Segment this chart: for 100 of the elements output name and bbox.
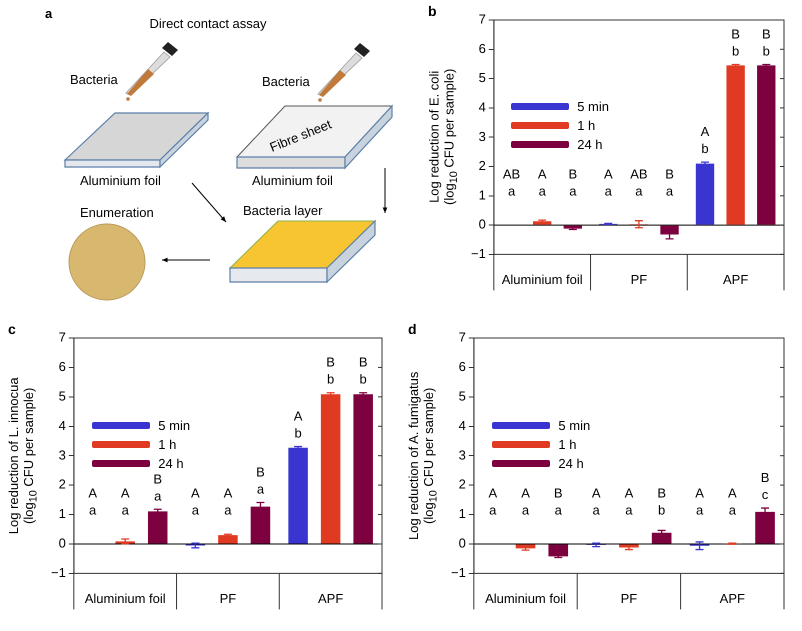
annotation: a: [522, 502, 530, 518]
annotation: B: [153, 471, 162, 486]
legend-label: 24 h: [558, 456, 584, 471]
y-tick-label: 1: [478, 187, 486, 202]
annotation: c: [762, 487, 769, 502]
x-tick-label: Aluminium foil: [502, 272, 583, 287]
y-tick-label: 6: [58, 359, 66, 374]
annotation: a: [635, 184, 644, 199]
y-tick-label: 4: [458, 418, 466, 433]
annotation: a: [122, 502, 130, 518]
annotation: a: [696, 502, 704, 518]
annotation: A: [538, 166, 547, 182]
annotation: A: [695, 485, 704, 500]
x-tick-label: APF: [720, 590, 745, 606]
annotation: b: [294, 426, 302, 441]
y-tick-label: 0: [478, 216, 486, 232]
text: Fibre sheet: [268, 116, 334, 155]
y-tick-label: 5: [478, 70, 486, 86]
y-tick-label: 7: [58, 330, 66, 345]
y-tick-label: 3: [478, 128, 486, 144]
annotation: A: [604, 166, 613, 182]
annotation: a: [554, 502, 563, 518]
annotation: A: [521, 485, 530, 500]
text: b: [428, 3, 437, 19]
text: Enumeration: [80, 205, 154, 220]
annotation: B: [731, 26, 740, 42]
legend-label: 24 h: [158, 456, 184, 471]
x-tick-label: Aluminium foil: [485, 590, 566, 606]
annotation: B: [657, 485, 666, 500]
legend-label: 1 h: [577, 118, 596, 134]
y-tick-label: 4: [478, 99, 486, 114]
y-tick-label: 4: [58, 418, 66, 433]
annotation: B: [554, 485, 563, 500]
y-tick-label: −1: [50, 564, 66, 580]
annotation: A: [120, 485, 130, 500]
annotation: a: [89, 502, 98, 518]
y-tick-label: −1: [450, 564, 466, 580]
annotation: A: [700, 124, 710, 140]
y-tick-label: 0: [58, 536, 66, 551]
annotation: b: [327, 372, 334, 387]
annotation: a: [154, 488, 162, 504]
y-tick-label: 5: [458, 388, 466, 404]
y-tick-label: 5: [58, 388, 66, 404]
annotation: b: [762, 44, 770, 59]
y-tick-label: 1: [58, 506, 66, 522]
annotation: AB: [502, 166, 520, 182]
annotation: a: [592, 502, 601, 518]
annotation: A: [488, 485, 498, 500]
x-tick-label: PF: [630, 272, 648, 287]
y-tick-label: 2: [58, 476, 66, 492]
annotation: B: [256, 464, 265, 480]
annotation: b: [732, 44, 740, 59]
y-tick-label: 6: [458, 359, 466, 374]
annotation: B: [358, 354, 368, 370]
y-tick-label: −1: [470, 246, 486, 261]
legend-label: 5 min: [558, 418, 590, 433]
text: Bacteria: [262, 74, 310, 89]
annotation: a: [256, 481, 265, 496]
y-tick-label: 1: [458, 506, 466, 522]
annotation: A: [88, 485, 98, 500]
annotation: B: [326, 354, 335, 370]
legend-label: 1 h: [558, 436, 576, 452]
annotation: a: [508, 184, 516, 199]
text: Bacteria layer: [243, 203, 324, 218]
annotation: A: [624, 485, 634, 500]
text: Bacteria: [70, 72, 118, 87]
annotation: a: [569, 184, 578, 199]
annotation: b: [360, 372, 367, 387]
legend-label: 5 min: [577, 99, 610, 114]
legend-label: 24 h: [577, 137, 603, 152]
annotation: A: [728, 485, 737, 500]
text: Aluminium foil: [80, 173, 162, 188]
annotation: B: [762, 26, 771, 42]
y-tick-label: 2: [458, 476, 466, 492]
annotation: A: [294, 408, 303, 424]
y-tick-label: 7: [478, 12, 486, 27]
annotation: B: [568, 166, 578, 182]
legend-label: 5 min: [158, 418, 190, 433]
annotation: b: [658, 502, 666, 518]
annotation: B: [665, 166, 674, 182]
annotation: a: [728, 502, 737, 518]
y-tick-label: 3: [458, 447, 466, 462]
annotation: a: [666, 184, 674, 199]
annotation: A: [191, 485, 200, 500]
x-tick-label: APF: [722, 272, 748, 287]
text: Direct contact assay: [149, 16, 268, 31]
annotation: b: [701, 141, 709, 156]
annotation: B: [760, 470, 770, 486]
annotation: a: [604, 184, 613, 199]
y-tick-label: 6: [478, 40, 486, 56]
text: a: [45, 6, 53, 21]
y-tick-label: 7: [458, 330, 466, 345]
annotation: A: [592, 485, 601, 500]
text: d: [408, 321, 417, 337]
legend-label: 1 h: [158, 436, 176, 452]
annotation: a: [192, 502, 200, 518]
annotation: a: [489, 502, 498, 518]
annotation: A: [224, 485, 233, 500]
x-tick-label: PF: [620, 590, 638, 606]
y-tick-label: 2: [478, 158, 486, 174]
